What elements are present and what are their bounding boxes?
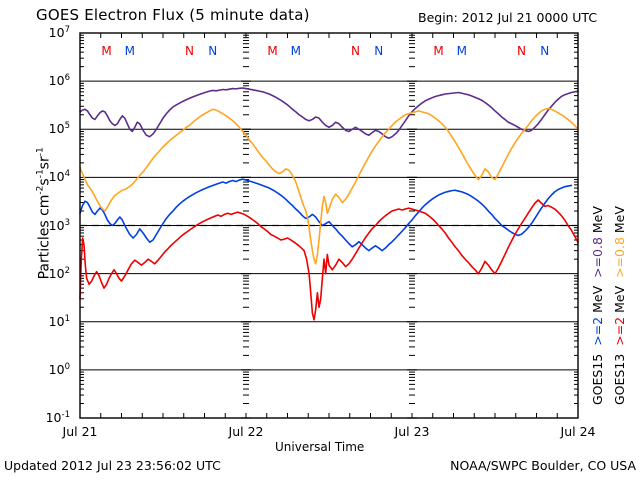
flare-marker: M — [456, 44, 467, 58]
begin-time-label: Begin: 2012 Jul 21 0000 UTC — [418, 10, 598, 25]
flare-marker: N — [540, 44, 550, 58]
flare-marker: M — [101, 44, 112, 58]
legend-column: GOES13 >=2 MeV >=0.8 MeV — [612, 150, 627, 405]
legend-column: GOES15 >=2 MeV >=0.8 MeV — [590, 150, 605, 405]
y-axis-tick-label: 102 — [48, 265, 70, 281]
flux-series-line — [79, 178, 573, 252]
legend-series-label: >=2 — [612, 312, 627, 346]
y-axis-tick-label: 106 — [48, 73, 70, 89]
y-axis-tick-label: 105 — [48, 121, 70, 137]
y-axis-tick-label: 100 — [48, 361, 70, 378]
flare-marker: M — [433, 44, 444, 58]
updated-timestamp: Updated 2012 Jul 23 23:56:02 UTC — [4, 458, 221, 473]
y-axis-tick-label: 103 — [48, 217, 70, 233]
flare-marker: M — [267, 44, 278, 58]
x-axis-tick-label: Jul 21 — [62, 424, 98, 439]
legend-satellite-label: GOES15 — [590, 345, 605, 405]
legend-series-unit: MeV — [612, 277, 627, 313]
flux-series-line — [79, 107, 579, 265]
flare-marker: N — [517, 44, 527, 58]
y-axis-tick-label: 104 — [48, 169, 70, 185]
legend-series-unit: MeV — [590, 198, 605, 234]
legend-satellite-label: GOES13 — [612, 345, 627, 405]
plot-frame — [79, 32, 579, 419]
legend-series-label: >=0.8 — [590, 233, 605, 278]
flare-marker: N — [208, 44, 218, 58]
legend-series-unit: MeV — [612, 198, 627, 234]
flare-marker: M — [290, 44, 301, 58]
y-axis-tick-label: 107 — [48, 25, 70, 41]
x-axis-tick-label: Jul 23 — [394, 424, 430, 439]
x-axis-tick-label: Jul 24 — [560, 424, 596, 439]
page-title: GOES Electron Flux (5 minute data) — [36, 6, 310, 24]
source-attribution: NOAA/SWPC Boulder, CO USA — [450, 458, 636, 473]
x-axis-tick-label: Jul 22 — [228, 424, 264, 439]
legend-series-label: >=0.8 — [612, 233, 627, 278]
flare-marker: N — [185, 44, 195, 58]
y-axis-tick-label: 10-1 — [45, 410, 70, 426]
flux-series-line — [79, 87, 579, 140]
flare-marker: N — [374, 44, 384, 58]
x-axis-label: Universal Time — [275, 440, 365, 454]
flare-marker: N — [351, 44, 361, 58]
flare-marker: M — [124, 44, 135, 58]
y-axis-tick-label: 101 — [48, 313, 70, 329]
flux-series-line — [79, 199, 579, 321]
legend-series-label: >=2 — [590, 312, 605, 346]
legend-series-unit: MeV — [590, 277, 605, 313]
